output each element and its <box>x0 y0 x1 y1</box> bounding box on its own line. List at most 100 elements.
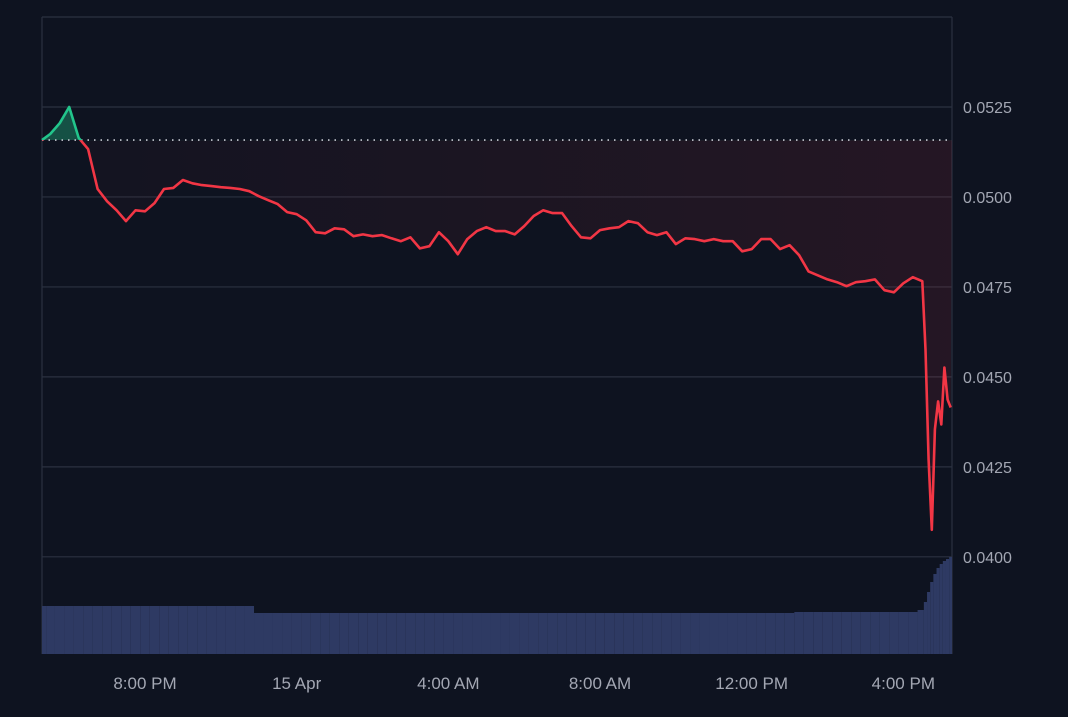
y-axis-labels: 0.0525 0.0500 0.0475 0.0450 0.0425 0.040… <box>963 100 1012 567</box>
volume-bar <box>149 606 160 654</box>
volume-bar <box>54 606 65 654</box>
volume-bar <box>73 606 84 654</box>
volume-bar <box>329 613 340 654</box>
volume-bar <box>566 613 577 654</box>
volume-bar <box>481 613 491 654</box>
volume-bar <box>813 612 823 654</box>
price-point <box>41 139 44 142</box>
price-lines <box>41 105 952 532</box>
price-point <box>428 245 431 248</box>
volume-bar <box>633 613 643 654</box>
price-point <box>912 276 915 279</box>
price-point <box>523 225 526 228</box>
volume-bar <box>595 613 605 654</box>
volume-bar <box>557 613 567 654</box>
price-point <box>419 247 422 250</box>
price-point <box>656 234 659 237</box>
volume-bar <box>945 559 950 654</box>
volume-bar <box>206 606 217 654</box>
price-point <box>570 225 573 228</box>
price-point <box>238 188 241 191</box>
volume-bar <box>930 582 934 654</box>
price-point <box>580 236 583 239</box>
volume-bar <box>111 606 122 654</box>
volume-bar <box>434 613 444 654</box>
price-point <box>49 133 52 136</box>
volume-bar <box>690 613 700 654</box>
price-point <box>943 366 946 369</box>
volume-bar <box>396 613 406 654</box>
y-tick-label: 0.0450 <box>963 370 1012 387</box>
price-point <box>257 195 260 198</box>
volume-bar <box>187 606 198 654</box>
volume-bar <box>348 613 359 654</box>
volume-bar <box>927 592 931 654</box>
price-point <box>627 220 630 223</box>
price-point <box>475 230 478 233</box>
volume-bar <box>942 561 946 654</box>
volume-bar <box>415 613 425 654</box>
price-point <box>352 235 355 238</box>
price-point <box>153 202 156 205</box>
price-point <box>693 238 696 241</box>
volume-bar <box>462 613 473 654</box>
price-point <box>551 212 554 215</box>
price-point <box>788 244 791 247</box>
volume-bar <box>680 613 691 654</box>
volume-bar <box>538 613 548 654</box>
price-point <box>201 184 204 187</box>
volume-bar <box>851 612 861 654</box>
volume-bar <box>784 613 795 654</box>
volume-bar <box>718 613 728 654</box>
volume-bar <box>576 613 586 654</box>
price-point <box>371 235 374 238</box>
price-point <box>817 274 820 277</box>
volume-bar <box>585 613 596 654</box>
volume-bar <box>709 613 719 654</box>
price-point <box>191 182 194 185</box>
price-point <box>883 289 886 292</box>
price-point <box>229 187 232 190</box>
price-point <box>927 458 930 461</box>
volume-bar <box>671 613 681 654</box>
price-point <box>874 278 877 281</box>
price-point <box>504 230 507 233</box>
price-point <box>902 282 905 285</box>
price-point <box>68 106 71 109</box>
price-point <box>722 240 725 243</box>
price-point <box>210 185 213 188</box>
price-point <box>276 203 279 206</box>
volume-bar <box>225 606 236 654</box>
volume-bar <box>216 606 226 654</box>
price-point <box>182 179 185 182</box>
volume-bar <box>339 613 349 654</box>
price-point <box>864 280 867 283</box>
price-point <box>760 238 763 241</box>
price-point <box>163 188 166 191</box>
price-point <box>930 529 933 532</box>
price-point <box>532 215 535 218</box>
volume-bar <box>939 564 943 654</box>
price-point <box>390 237 393 240</box>
volume-bar <box>320 613 330 654</box>
volume-bar <box>727 613 738 654</box>
price-point <box>893 291 896 294</box>
volume-bars <box>42 557 952 654</box>
price-point <box>684 237 687 240</box>
volume-bar <box>83 606 93 654</box>
volume-bar <box>794 612 804 654</box>
price-point <box>646 231 649 234</box>
price-point <box>494 230 497 233</box>
price-point <box>807 270 810 273</box>
y-tick-label: 0.0525 <box>963 100 1012 117</box>
y-tick-label: 0.0400 <box>963 550 1012 567</box>
volume-bar <box>661 613 672 654</box>
volume-bar <box>377 613 387 654</box>
price-point <box>457 253 460 256</box>
volume-bar <box>121 606 131 654</box>
price-point <box>589 237 592 240</box>
price-point <box>940 423 943 426</box>
volume-bar <box>889 612 899 654</box>
volume-bar <box>140 606 150 654</box>
volume-bar <box>453 613 463 654</box>
